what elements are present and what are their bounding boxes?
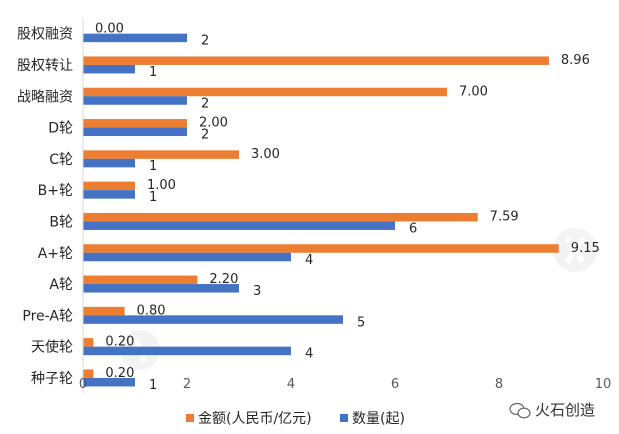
- bar-count: [83, 96, 187, 105]
- bar-count: [83, 158, 135, 168]
- category-label: B+轮: [38, 183, 73, 199]
- data-label-amount: 9.15: [571, 241, 600, 256]
- x-tick-label: 2: [183, 377, 191, 392]
- data-label-amount: 0.00: [95, 22, 124, 37]
- x-tick-label: 0: [79, 377, 87, 392]
- data-label-count: 1: [149, 378, 157, 393]
- legend-swatch: [186, 414, 194, 422]
- data-label-count: 1: [149, 65, 157, 80]
- data-label-amount: 2.20: [209, 272, 238, 287]
- data-label-count: 4: [305, 253, 313, 268]
- data-label-count: 2: [201, 128, 209, 143]
- x-tick-label: 8: [495, 377, 503, 392]
- bars-layer: [83, 33, 559, 387]
- category-label: 股权融资: [17, 27, 73, 43]
- bar-amount: [83, 150, 239, 159]
- data-label-count: 5: [357, 315, 365, 330]
- x-tick-label: 10: [595, 377, 612, 392]
- category-label: A轮: [49, 277, 73, 293]
- x-tick-labels: 0 2 4 6 8 10: [79, 377, 611, 392]
- wechat-icon: [509, 402, 531, 419]
- category-label: D轮: [48, 121, 73, 137]
- bar-amount: [83, 181, 135, 191]
- category-label: 股权转让: [17, 58, 73, 74]
- category-label: 战略融资: [17, 89, 73, 105]
- bar-amount: [83, 306, 125, 316]
- data-label-amount: 3.00: [251, 147, 280, 162]
- category-label: A+轮: [38, 246, 73, 262]
- bar-count: [83, 190, 135, 199]
- bar-amount: [83, 244, 559, 253]
- data-label-amount: 1.00: [147, 178, 176, 193]
- data-label-count: 2: [201, 34, 209, 49]
- bar-amount: [83, 212, 478, 222]
- bar-amount: [83, 275, 198, 285]
- data-labels: 0.0028.9617.0022.0023.0011.0017.5969.154…: [95, 22, 600, 393]
- bar-count: [83, 315, 343, 324]
- data-label-amount: 0.80: [137, 303, 166, 318]
- bar-count: [83, 284, 239, 293]
- bar-amount: [83, 369, 94, 378]
- data-label-count: 3: [253, 284, 261, 299]
- category-label: Pre-A轮: [22, 308, 73, 324]
- bar-amount: [83, 87, 447, 97]
- bar-count: [83, 64, 135, 74]
- bar-count: [83, 346, 291, 356]
- data-label-count: 1: [149, 159, 157, 174]
- legend-label: 金额(人民币/亿元): [198, 411, 312, 427]
- data-label-count: 1: [149, 190, 157, 205]
- data-label-amount: 2.00: [199, 116, 228, 131]
- category-label: 种子轮: [31, 371, 73, 387]
- legend-label: 数量(起): [352, 411, 405, 427]
- wechat-brand: 火石创造: [509, 401, 595, 419]
- category-label: C轮: [49, 152, 73, 168]
- bar-count: [83, 33, 187, 43]
- data-label-count: 6: [409, 221, 417, 236]
- bar-amount: [83, 119, 187, 128]
- category-label: B轮: [49, 214, 73, 230]
- brand-text: 火石创造: [535, 401, 595, 419]
- data-label-amount: 7.00: [459, 84, 488, 99]
- bar-count: [83, 127, 187, 137]
- data-label-amount: 0.20: [105, 335, 134, 350]
- x-tick-label: 4: [287, 377, 295, 392]
- data-label-count: 4: [305, 347, 313, 362]
- data-label-count: 2: [201, 96, 209, 111]
- bar-count: [83, 221, 395, 230]
- bar-count: [83, 377, 135, 387]
- data-label-amount: 7.59: [490, 209, 519, 224]
- data-label-amount: 0.20: [105, 366, 134, 381]
- x-tick-label: 6: [391, 377, 399, 392]
- bar-count: [83, 252, 291, 262]
- bar-amount: [83, 338, 94, 347]
- data-label-amount: 8.96: [561, 53, 590, 68]
- legend-swatch: [340, 414, 348, 422]
- legend: 金额(人民币/亿元) 数量(起): [186, 411, 405, 427]
- category-label: 天使轮: [31, 339, 73, 356]
- bar-amount: [83, 56, 549, 65]
